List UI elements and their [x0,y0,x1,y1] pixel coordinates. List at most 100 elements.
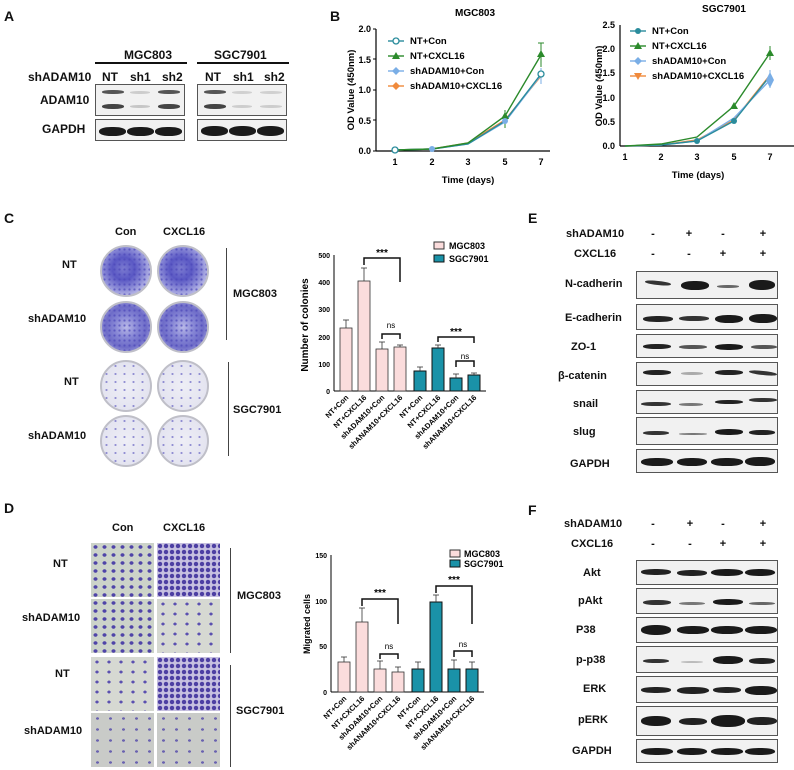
protein-label: P38 [576,624,596,636]
svg-text:0.0: 0.0 [602,141,615,151]
western-blot-zo-1 [636,334,778,358]
svg-text:0.5: 0.5 [358,116,371,126]
svg-text:ns: ns [387,321,395,330]
svg-text:5: 5 [502,157,507,167]
svg-text:1.0: 1.0 [358,85,371,95]
row-label: shADAM10 [28,430,87,442]
western-blot-p-p38 [636,646,778,673]
svg-text:ns: ns [385,642,393,651]
svg-text:1: 1 [392,157,397,167]
group-bracket [228,362,229,456]
transwell-image [91,713,154,767]
lane-label: NT [102,70,118,84]
condition-label: CXCL16 [574,248,617,260]
lane-label: sh2 [264,70,285,84]
svg-text:5: 5 [731,152,736,162]
lane-label: sh1 [233,70,254,84]
group-bracket [226,248,227,340]
column-header: CXCL16 [163,226,206,238]
colony-bar-chart: Number of colonies 0 100 200 300 400 500 [300,241,489,451]
panel-letter-a: A [4,8,15,24]
svg-text:50: 50 [319,644,327,651]
svg-text:SGC7901: SGC7901 [449,254,489,264]
svg-text:2.0: 2.0 [602,44,615,54]
transwell-image [91,599,154,653]
svg-text:2.0: 2.0 [358,24,371,34]
protein-label: ADAM10 [40,93,90,107]
chart-legend: NT+Con NT+CXCL16 shADAM10+Con shADAM10+C… [388,36,502,92]
svg-text:NT+Con: NT+Con [652,26,689,37]
colony-dish [100,360,152,412]
svg-text:2: 2 [429,157,434,167]
svg-text:100: 100 [315,599,327,606]
western-blot-erk [636,676,778,703]
svg-text:ns: ns [459,640,467,649]
svg-text:200: 200 [318,335,330,342]
colony-dish [157,245,209,297]
group-label: MGC803 [237,590,282,602]
svg-text:3: 3 [694,152,699,162]
lane-label: sh2 [162,70,183,84]
protein-label: E-cadherin [565,312,622,324]
western-blot-n-cadherin [636,271,778,299]
chart-sgc7901: SGC7901 0.0 0.5 1.0 1.5 2.0 2.5 1 2 3 5 … [594,4,794,181]
condition-label: shADAM10 [564,518,623,530]
row-label: NT [55,668,70,680]
svg-text:OD Value (450nm): OD Value (450nm) [594,46,605,127]
western-blot-gapdh-mgc803 [95,119,185,141]
condition-label: shADAM10 [566,228,625,240]
protein-label: p-p38 [576,654,606,666]
transwell-image [157,599,220,653]
group-underline [197,62,289,64]
svg-text:3: 3 [465,157,470,167]
protein-label: GAPDH [570,458,610,470]
transwell-image [157,713,220,767]
svg-text:***: *** [448,575,460,586]
condition-label: CXCL16 [571,538,614,550]
y-axis-label: OD Value (450nm) [346,50,357,131]
western-blot-perk [636,706,778,736]
protein-label: ZO-1 [571,341,597,353]
row-label: shADAM10 [24,725,83,737]
panel-letter-b: B [330,8,341,24]
group-label: SGC7901 [236,705,285,717]
svg-text:7: 7 [767,152,772,162]
western-blot-beta-catenin [636,362,778,386]
protein-label: N-cadherin [565,278,623,290]
svg-text:0: 0 [326,389,330,396]
cell-line-label: SGC7901 [214,48,267,62]
svg-text:150: 150 [315,553,327,560]
column-header: Con [115,226,137,238]
svg-text:300: 300 [318,307,330,314]
column-header: CXCL16 [163,522,206,534]
panel-letter-e: E [528,210,538,226]
row-label: shADAM10 [22,612,81,624]
row-label: NT [64,376,79,388]
protein-label: snail [573,398,599,410]
protein-label: slug [573,426,596,438]
protein-label: Akt [583,567,601,579]
svg-text:500: 500 [318,253,330,260]
row-label: NT [53,558,68,570]
western-blot-p38 [636,617,778,643]
svg-text:1.5: 1.5 [602,68,615,78]
svg-text:shADAM10+CXCL16: shADAM10+CXCL16 [652,71,744,82]
group-bracket [230,665,231,767]
transwell-image [91,543,154,597]
group-bracket [230,548,231,653]
svg-text:100: 100 [318,362,330,369]
western-blot-akt [636,560,778,585]
svg-text:shADAM10+CXCL16: shADAM10+CXCL16 [410,81,502,92]
chart-legend: MGC803 SGC7901 [433,241,489,264]
growth-curve-charts: MGC803 0.0 0.5 1.0 1.5 2.0 1 2 3 5 7 Tim… [346,4,794,186]
svg-text:shADAM10+Con: shADAM10+Con [410,66,484,77]
group-underline [95,62,187,64]
row-header: shADAM10 [28,70,92,84]
transwell-image [91,657,154,711]
western-blot-adam10-mgc803 [95,84,185,116]
chart-mgc803: MGC803 0.0 0.5 1.0 1.5 2.0 1 2 3 5 7 Tim… [346,8,550,186]
svg-text:400: 400 [318,280,330,287]
colony-dish [100,245,152,297]
svg-text:0: 0 [323,690,327,697]
row-label: NT [62,259,77,271]
